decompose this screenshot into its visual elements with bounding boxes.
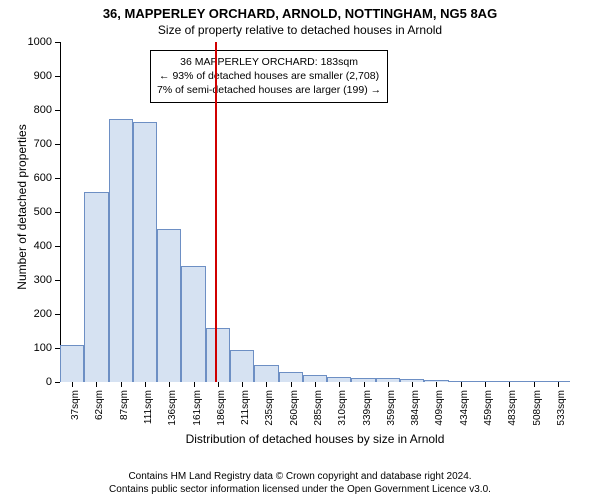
xtick-line: [485, 382, 486, 387]
xtick-label: 260sqm: [289, 390, 300, 426]
xtick-line: [364, 382, 365, 387]
xtick-line: [388, 382, 389, 387]
xtick-line: [169, 382, 170, 387]
xtick-label: 434sqm: [459, 390, 470, 426]
xtick-line: [291, 382, 292, 387]
bar: [60, 345, 84, 382]
annotation-line-3: 7% of semi-detached houses are larger (1…: [157, 83, 381, 97]
ytick-label: 100: [34, 342, 60, 354]
footer-attribution: Contains HM Land Registry data © Crown c…: [0, 470, 600, 496]
xtick-label: 186sqm: [216, 390, 227, 426]
chart-title-address: 36, MAPPERLEY ORCHARD, ARNOLD, NOTTINGHA…: [0, 0, 600, 21]
xtick-line: [218, 382, 219, 387]
xtick-label: 37sqm: [70, 390, 81, 420]
xtick-line: [436, 382, 437, 387]
y-axis-label: Number of detached properties: [15, 107, 29, 307]
xtick-line: [534, 382, 535, 387]
footer-line-1: Contains HM Land Registry data © Crown c…: [0, 470, 600, 483]
xtick-label: 111sqm: [143, 390, 154, 424]
ytick-label: 900: [34, 70, 60, 82]
ytick-label: 1000: [28, 36, 60, 48]
x-axis-label: Distribution of detached houses by size …: [60, 432, 570, 446]
xtick-label: 62sqm: [94, 390, 105, 420]
xtick-line: [412, 382, 413, 387]
bar: [230, 350, 254, 382]
xtick-line: [194, 382, 195, 387]
ytick-label: 0: [46, 376, 60, 388]
xtick-line: [461, 382, 462, 387]
plot-area: 36 MAPPERLEY ORCHARD: 183sqm ← 93% of de…: [60, 42, 570, 382]
xtick-line: [339, 382, 340, 387]
xtick-label: 409sqm: [434, 390, 445, 426]
bar: [84, 192, 108, 382]
footer-line-2: Contains public sector information licen…: [0, 483, 600, 496]
xtick-label: 359sqm: [386, 390, 397, 426]
chart-container: { "title_line1": "36, MAPPERLEY ORCHARD,…: [0, 0, 600, 500]
y-axis-line: [60, 42, 61, 382]
bar: [303, 375, 327, 382]
ytick-label: 600: [34, 172, 60, 184]
bar: [254, 365, 278, 382]
ytick-label: 200: [34, 308, 60, 320]
xtick-label: 161sqm: [192, 390, 203, 426]
xtick-label: 235sqm: [264, 390, 275, 426]
xtick-line: [558, 382, 559, 387]
chart-subtitle: Size of property relative to detached ho…: [0, 21, 600, 37]
xtick-label: 211sqm: [240, 390, 251, 425]
xtick-label: 339sqm: [362, 390, 373, 426]
xtick-line: [266, 382, 267, 387]
ytick-label: 700: [34, 138, 60, 150]
xtick-line: [72, 382, 73, 387]
annotation-line-2: ← 93% of detached houses are smaller (2,…: [157, 69, 381, 83]
xtick-label: 310sqm: [337, 390, 348, 426]
bar: [206, 328, 230, 382]
xtick-label: 384sqm: [410, 390, 421, 426]
xtick-line: [121, 382, 122, 387]
xtick-line: [509, 382, 510, 387]
xtick-label: 459sqm: [483, 390, 494, 426]
ytick-label: 800: [34, 104, 60, 116]
annotation-line-1: 36 MAPPERLEY ORCHARD: 183sqm: [157, 55, 381, 69]
bar: [157, 229, 181, 382]
bar: [181, 266, 205, 382]
xtick-label: 285sqm: [313, 390, 324, 426]
xtick-line: [315, 382, 316, 387]
xtick-label: 483sqm: [507, 390, 518, 426]
ytick-label: 400: [34, 240, 60, 252]
marker-line: [215, 42, 217, 382]
xtick-line: [145, 382, 146, 387]
xtick-label: 508sqm: [532, 390, 543, 426]
bar: [133, 122, 157, 382]
xtick-line: [242, 382, 243, 387]
xtick-label: 533sqm: [556, 390, 567, 426]
xtick-label: 136sqm: [167, 390, 178, 426]
xtick-label: 87sqm: [119, 390, 130, 420]
annotation-box: 36 MAPPERLEY ORCHARD: 183sqm ← 93% of de…: [150, 50, 388, 103]
bar: [109, 119, 133, 383]
bar: [279, 372, 303, 382]
ytick-label: 500: [34, 206, 60, 218]
xtick-line: [96, 382, 97, 387]
ytick-label: 300: [34, 274, 60, 286]
